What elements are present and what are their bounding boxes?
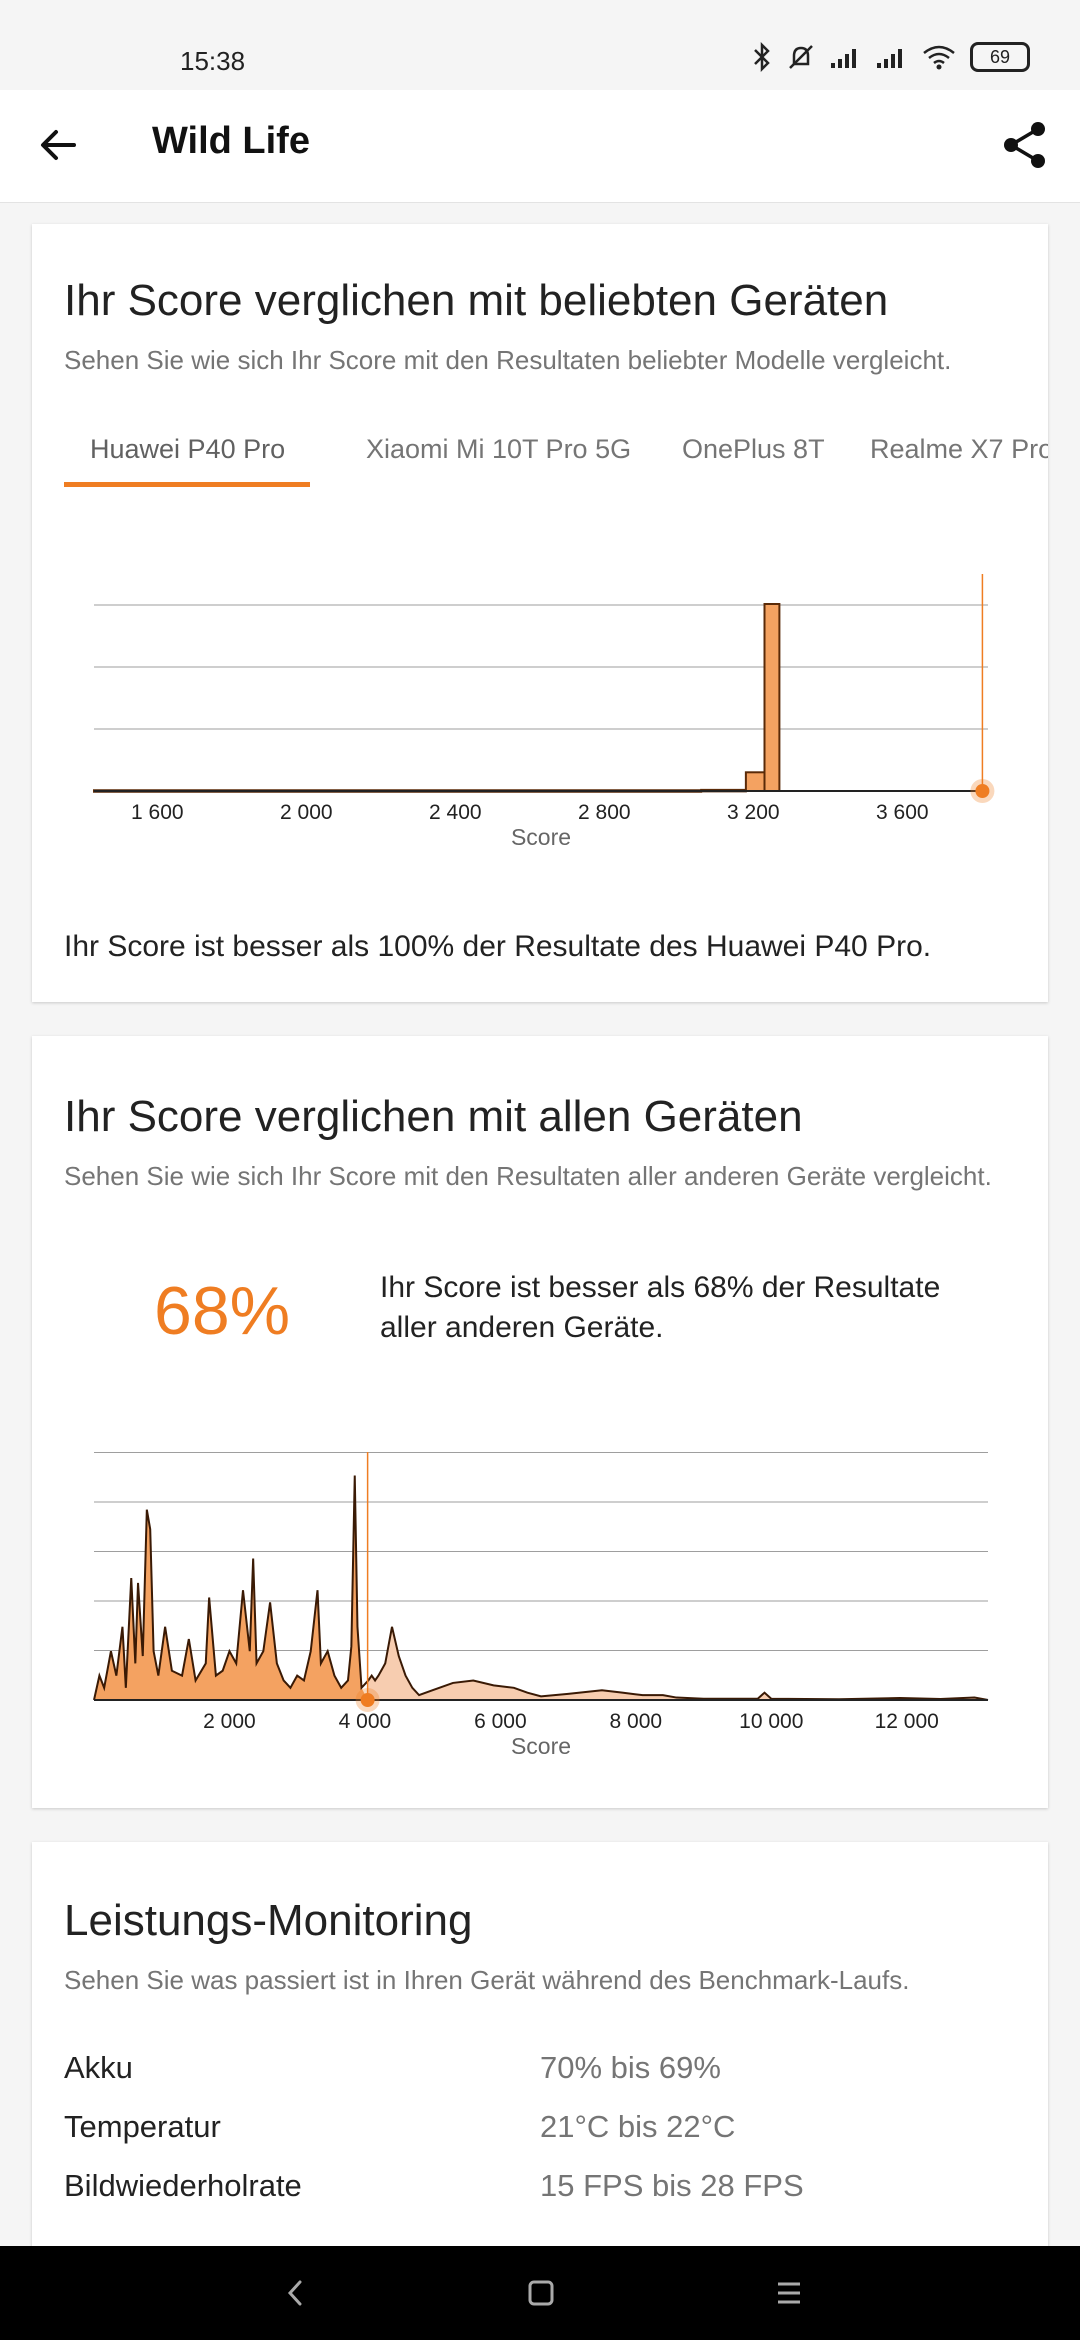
x-tick-label: 2 000	[280, 801, 333, 824]
x-tick-label: 8 000	[610, 1710, 663, 1733]
percentile-value: 68%	[154, 1273, 291, 1349]
perf-value: 70% bis 69%	[540, 2050, 721, 2085]
your-score-marker	[975, 784, 990, 798]
perf-label: Akku	[64, 2050, 133, 2085]
status-time: 15:38	[180, 46, 246, 76]
x-tick-label: 4 000	[339, 1710, 392, 1733]
wifi-icon	[923, 45, 955, 70]
perf-value: 21°C bis 22°C	[540, 2109, 736, 2144]
all-title: Ihr Score verglichen mit allen Geräten	[64, 1092, 803, 1141]
tab-xiaomi-mi-10t-pro-5g[interactable]: Xiaomi Mi 10T Pro 5G	[366, 434, 632, 464]
all-devices-distribution-chart: 2 000 4 000 6 000 8 000 10 000 12 000 Score	[93, 1452, 989, 1759]
percentile-text: Ihr Score ist besser als 68% der Resulta…	[380, 1271, 941, 1344]
x-tick-label: 2 000	[203, 1710, 256, 1733]
performance-title: Leistungs-Monitoring	[64, 1896, 473, 1945]
x-tick-label: 1 600	[131, 801, 184, 824]
perf-row-bildwiederholrate: Bildwiederholrate 15 FPS bis 28 FPS	[64, 2168, 1024, 2218]
popular-title: Ihr Score verglichen mit beliebten Gerät…	[64, 276, 889, 325]
x-axis-title: Score	[511, 824, 571, 850]
app-bar: Wild Life	[0, 90, 1080, 203]
share-icon[interactable]	[998, 118, 1052, 172]
distribution-area-below-score	[94, 1475, 368, 1700]
performance-subtitle: Sehen Sie was passiert ist in Ihren Gerä…	[64, 1965, 910, 1995]
popular-result-text: Ihr Score ist besser als 100% der Result…	[64, 930, 932, 963]
x-tick-label: 6 000	[474, 1710, 527, 1733]
signal-icon-2	[877, 49, 902, 68]
your-score-marker	[360, 1693, 375, 1707]
page-title: Wild Life	[152, 120, 310, 162]
system-nav-bar	[0, 2246, 1080, 2340]
bluetooth-icon	[754, 42, 770, 72]
popular-devices-card: Ihr Score verglichen mit beliebten Gerät…	[32, 224, 1048, 1002]
all-subtitle: Sehen Sie wie sich Ihr Score mit den Res…	[64, 1161, 992, 1191]
silent-mode-icon	[789, 45, 813, 69]
active-tab-indicator	[64, 482, 310, 487]
x-tick-label: 10 000	[739, 1710, 803, 1733]
signal-icon-1	[831, 49, 856, 68]
all-devices-card: Ihr Score verglichen mit allen Geräten S…	[32, 1036, 1048, 1808]
arrow-left-icon[interactable]	[34, 120, 84, 170]
popular-subtitle: Sehen Sie wie sich Ihr Score mit den Res…	[64, 345, 952, 375]
perf-label: Temperatur	[64, 2109, 221, 2144]
battery-icon: 69	[970, 42, 1030, 72]
tab-realme-x7-pro[interactable]: Realme X7 Pro	[870, 434, 1048, 464]
nav-back-icon[interactable]	[270, 2268, 320, 2318]
performance-monitoring-card: Leistungs-Monitoring Sehen Sie was passi…	[32, 1842, 1048, 2302]
x-tick-label: 12 000	[875, 1710, 939, 1733]
tab-oneplus-8t[interactable]: OnePlus 8T	[682, 434, 825, 464]
perf-label: Bildwiederholrate	[64, 2168, 302, 2203]
distribution-area-above-score	[368, 1626, 989, 1700]
perf-row-akku: Akku 70% bis 69%	[64, 2050, 1024, 2100]
histogram-bar	[763, 603, 781, 792]
status-icons: 69	[752, 42, 1030, 72]
x-tick-label: 3 200	[727, 801, 780, 824]
popular-histogram-chart: 1 600 2 000 2 400 2 800 3 200 3 600 Score	[93, 574, 995, 850]
distribution-line	[93, 1475, 989, 1701]
tab-huawei-p40-pro[interactable]: Huawei P40 Pro	[90, 434, 286, 464]
x-tick-label: 3 600	[876, 801, 929, 824]
nav-menu-icon[interactable]	[764, 2268, 814, 2318]
x-axis-title: Score	[511, 1733, 571, 1759]
perf-value: 15 FPS bis 28 FPS	[540, 2168, 804, 2203]
histogram-bar	[744, 771, 766, 793]
perf-row-temperatur: Temperatur 21°C bis 22°C	[64, 2109, 1024, 2159]
device-tabs: Huawei P40 Pro Xiaomi Mi 10T Pro 5G OneP…	[64, 424, 1048, 514]
nav-home-icon[interactable]	[516, 2268, 566, 2318]
x-tick-label: 2 800	[578, 801, 631, 824]
status-bar: 15:38 69	[0, 0, 1080, 90]
x-tick-label: 2 400	[429, 801, 482, 824]
